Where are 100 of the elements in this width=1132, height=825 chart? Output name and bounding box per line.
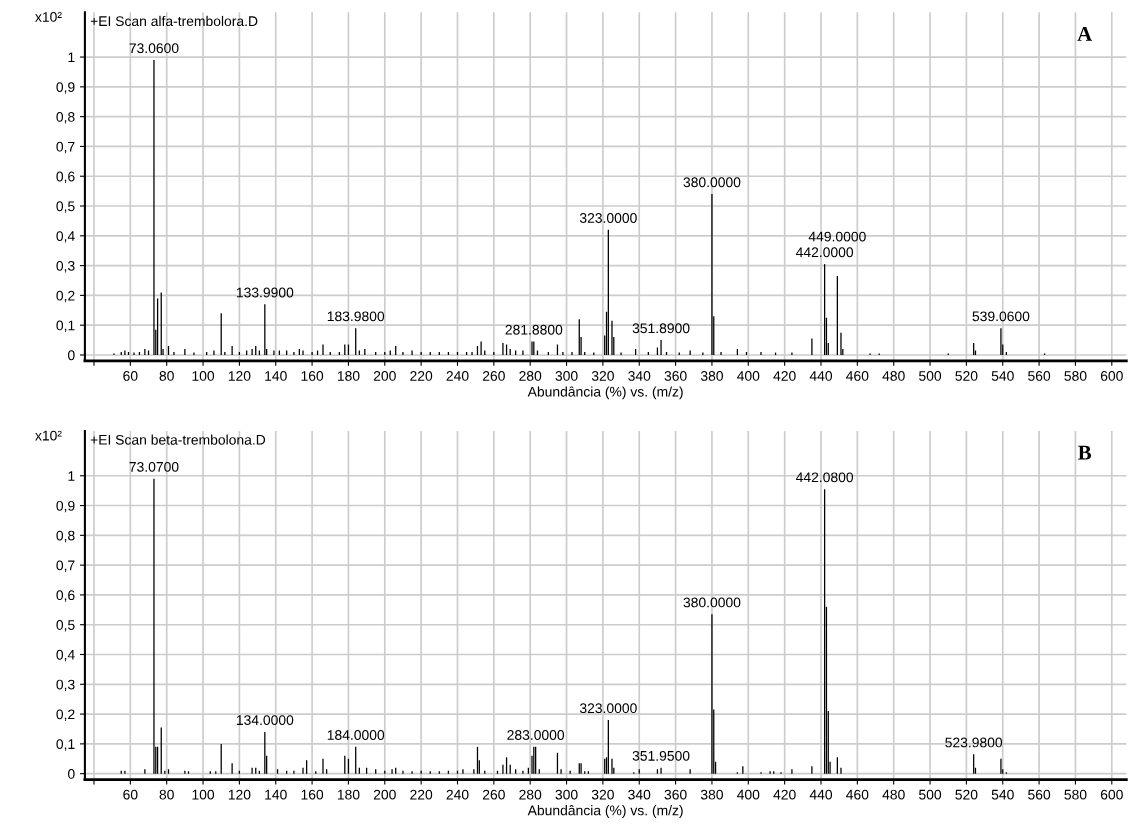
y-tick-label: 0,9 xyxy=(56,82,75,94)
annotation: 184.0000 xyxy=(327,730,385,740)
x-tick-label: 500 xyxy=(919,789,942,800)
x-tick-label: 440 xyxy=(809,789,833,800)
annotation: 73.0700 xyxy=(129,461,179,472)
x-tick-label: 380 xyxy=(700,789,723,800)
x-axis-title: Abundância (%) vs. (m/z) xyxy=(527,805,683,819)
x-tick-label: 560 xyxy=(1028,371,1051,381)
x-tick-label: 340 xyxy=(628,789,651,800)
x-tick-label: 520 xyxy=(955,371,978,381)
x-tick-label: 140 xyxy=(265,789,287,800)
x-tick-label: 300 xyxy=(555,789,578,800)
annotation: 283.0000 xyxy=(507,730,565,740)
x-tick-label: 280 xyxy=(519,371,542,381)
x-tick-label: 280 xyxy=(519,789,542,800)
x-tick-label: 100 xyxy=(192,789,215,800)
annotation: B xyxy=(1078,445,1092,460)
y-tick-label: 1 xyxy=(68,52,75,63)
annotation: 134.0000 xyxy=(236,715,294,726)
annotation: 351.9500 xyxy=(632,750,690,761)
x-tick-label: 320 xyxy=(591,371,614,381)
y-tick-label: 0,9 xyxy=(56,500,75,513)
x-tick-label: 200 xyxy=(373,371,396,381)
annotation: 442.0000 xyxy=(795,247,854,258)
annotation: 351.8900 xyxy=(632,323,690,334)
x-tick-label: 400 xyxy=(737,371,760,381)
y-tick-label: 0,8 xyxy=(56,530,75,543)
x-tick-label: 60 xyxy=(123,789,138,800)
x-tick-label: 260 xyxy=(482,789,505,800)
x-tick-label: 360 xyxy=(664,789,687,800)
x-tick-label: 140 xyxy=(265,371,287,381)
y-tick-label: 0 xyxy=(68,769,75,779)
y-tick-label: 0,7 xyxy=(56,560,75,572)
y-tick-label: 0,3 xyxy=(56,260,75,273)
y-tick-label: 0,8 xyxy=(56,111,75,124)
x-tick-label: 160 xyxy=(301,789,324,800)
x-tick-label: 420 xyxy=(773,789,796,800)
x-tick-label: 580 xyxy=(1064,371,1087,381)
y-tick-label: 0,1 xyxy=(56,320,75,332)
y-tick-label: 0,2 xyxy=(56,709,75,721)
x-tick-label: 260 xyxy=(482,371,505,381)
y-tick-label: 1 xyxy=(68,471,75,481)
x-tick-label: 360 xyxy=(664,371,687,381)
x-tick-label: 600 xyxy=(1100,789,1123,800)
annotation: 380.0000 xyxy=(683,177,741,188)
chart-title: +EI Scan alfa-trembolora.D xyxy=(90,15,258,27)
y-tick-label: 0,1 xyxy=(56,739,75,751)
y-tick-label: 0,3 xyxy=(56,679,75,692)
x-tick-label: 540 xyxy=(991,789,1014,800)
x-tick-label: 560 xyxy=(1028,789,1051,800)
x-axis-title: Abundância (%) vs. (m/z) xyxy=(527,386,683,400)
annotation: A xyxy=(1077,27,1093,41)
x-tick-label: 60 xyxy=(123,371,138,381)
x-tick-label: 220 xyxy=(410,371,433,381)
annotation: 281.8800 xyxy=(505,324,563,335)
x-tick-label: 220 xyxy=(410,789,433,800)
annotation: 442.0800 xyxy=(795,472,854,483)
annotation: 539.0600 xyxy=(972,311,1030,322)
annotation: 523.9800 xyxy=(945,737,1003,748)
x-tick-label: 240 xyxy=(446,789,469,800)
x-tick-label: 320 xyxy=(591,789,614,800)
y-axis-title: x10² xyxy=(35,11,62,22)
annotation: 380.0000 xyxy=(683,597,741,608)
x-tick-label: 480 xyxy=(882,789,905,800)
y-tick-label: 0,4 xyxy=(56,649,75,662)
y-tick-label: 0,2 xyxy=(56,290,75,303)
y-tick-label: 0,6 xyxy=(56,171,75,184)
x-tick-label: 80 xyxy=(159,371,174,381)
x-tick-label: 80 xyxy=(159,789,174,800)
y-tick-label: 0 xyxy=(68,350,75,361)
x-tick-label: 520 xyxy=(955,789,978,800)
y-tick-label: 0,7 xyxy=(56,141,75,154)
y-tick-label: 0,5 xyxy=(56,620,75,632)
y-axis-title: x10² xyxy=(35,430,62,441)
x-tick-label: 340 xyxy=(628,371,651,381)
x-tick-label: 380 xyxy=(700,371,723,381)
y-tick-label: 0,5 xyxy=(56,201,75,213)
x-tick-label: 600 xyxy=(1100,371,1123,381)
x-tick-label: 160 xyxy=(301,371,324,381)
annotation: 73.0600 xyxy=(129,43,179,54)
x-tick-label: 540 xyxy=(991,371,1014,381)
x-tick-label: 460 xyxy=(846,371,869,381)
x-tick-label: 200 xyxy=(373,789,396,800)
x-tick-label: 440 xyxy=(809,371,833,381)
x-tick-label: 120 xyxy=(228,789,251,800)
y-tick-label: 0,4 xyxy=(56,231,75,243)
annotation: 133.9900 xyxy=(236,287,294,298)
x-tick-label: 100 xyxy=(192,371,215,381)
x-tick-label: 420 xyxy=(773,371,796,381)
x-tick-label: 500 xyxy=(919,371,942,381)
x-tick-label: 120 xyxy=(228,371,251,381)
x-tick-label: 300 xyxy=(555,371,578,381)
x-tick-label: 180 xyxy=(337,789,360,800)
x-tick-label: 460 xyxy=(846,789,869,800)
x-tick-label: 480 xyxy=(882,371,905,381)
x-tick-label: 240 xyxy=(446,371,469,381)
x-tick-label: 400 xyxy=(737,789,760,800)
x-tick-label: 580 xyxy=(1064,789,1087,800)
annotation: 183.9800 xyxy=(327,311,385,322)
chart-title: +EI Scan beta-trembolona.D xyxy=(90,434,266,445)
